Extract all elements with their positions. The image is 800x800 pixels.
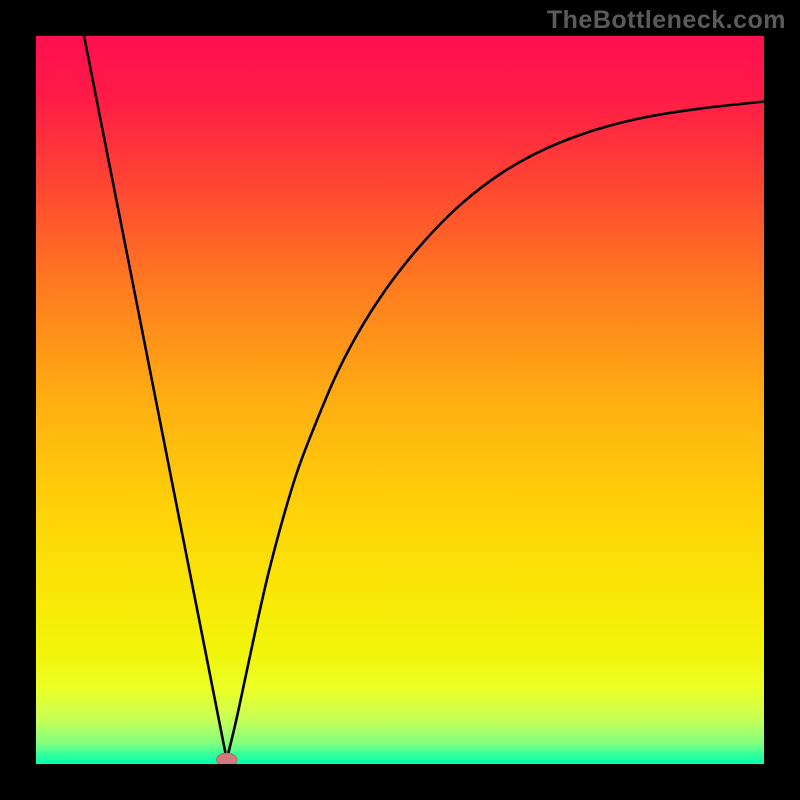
chart-svg (36, 36, 764, 764)
min-marker (217, 753, 237, 764)
watermark-text: TheBottleneck.com (547, 6, 786, 35)
chart-background (36, 36, 764, 764)
bottleneck-chart (36, 36, 764, 764)
